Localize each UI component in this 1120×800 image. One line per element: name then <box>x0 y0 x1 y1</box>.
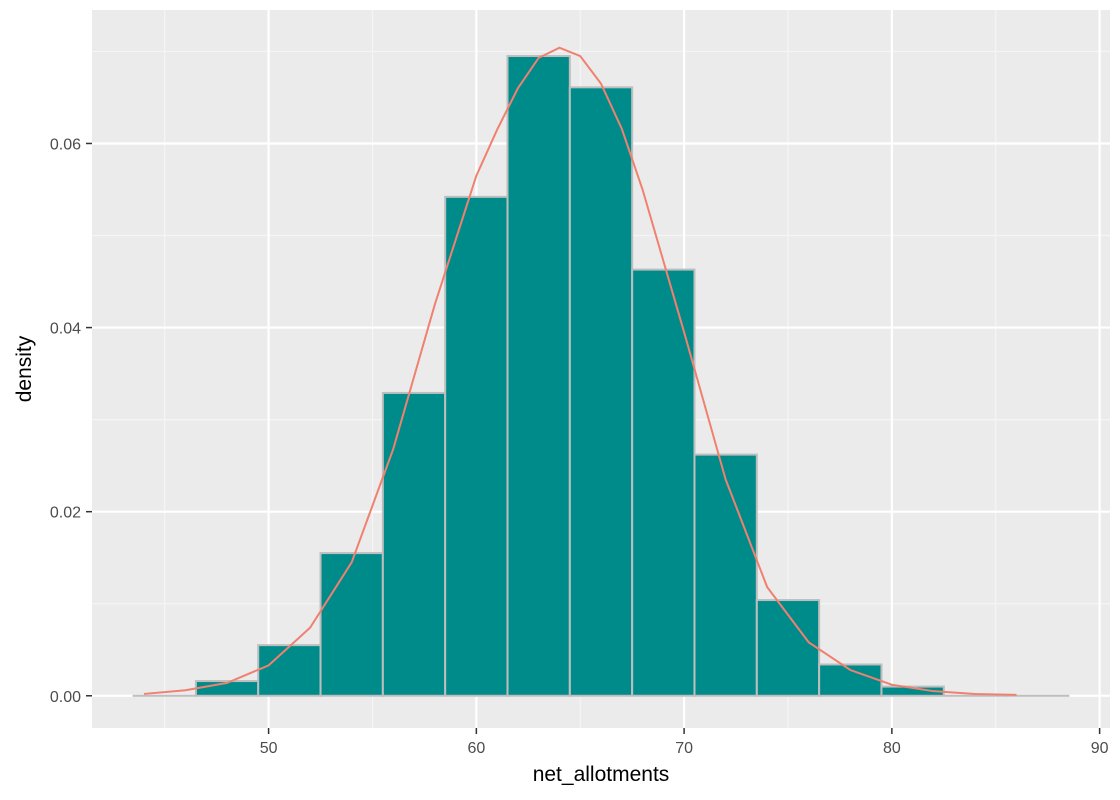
y-tick-label: 0.00 <box>50 689 81 706</box>
x-axis-ticks: 50 60 70 80 90 <box>260 728 1109 757</box>
x-tick-label: 60 <box>467 740 485 757</box>
x-tick-label: 50 <box>260 740 278 757</box>
histogram-bar <box>381 391 447 697</box>
y-tick-label: 0.06 <box>50 136 81 153</box>
histogram-bar <box>693 453 758 697</box>
histogram-bar <box>568 86 634 697</box>
y-tick-label: 0.04 <box>50 321 81 338</box>
histogram-bar <box>257 644 322 697</box>
density-curve <box>143 46 1017 696</box>
x-tick-label: 80 <box>883 740 901 757</box>
y-axis-title: density <box>13 335 36 402</box>
x-axis-title: net_allotments <box>533 763 670 786</box>
histogram-bar <box>319 552 384 697</box>
y-axis-ticks: 0.00 0.02 0.04 0.06 <box>50 136 92 706</box>
histogram-bar <box>506 55 571 697</box>
histogram-bars <box>132 55 1070 697</box>
x-tick-label: 90 <box>1091 740 1109 757</box>
histogram-bar <box>444 195 509 697</box>
histogram-bar <box>631 268 696 697</box>
y-tick-label: 0.02 <box>50 505 81 522</box>
x-tick-label: 70 <box>675 740 693 757</box>
